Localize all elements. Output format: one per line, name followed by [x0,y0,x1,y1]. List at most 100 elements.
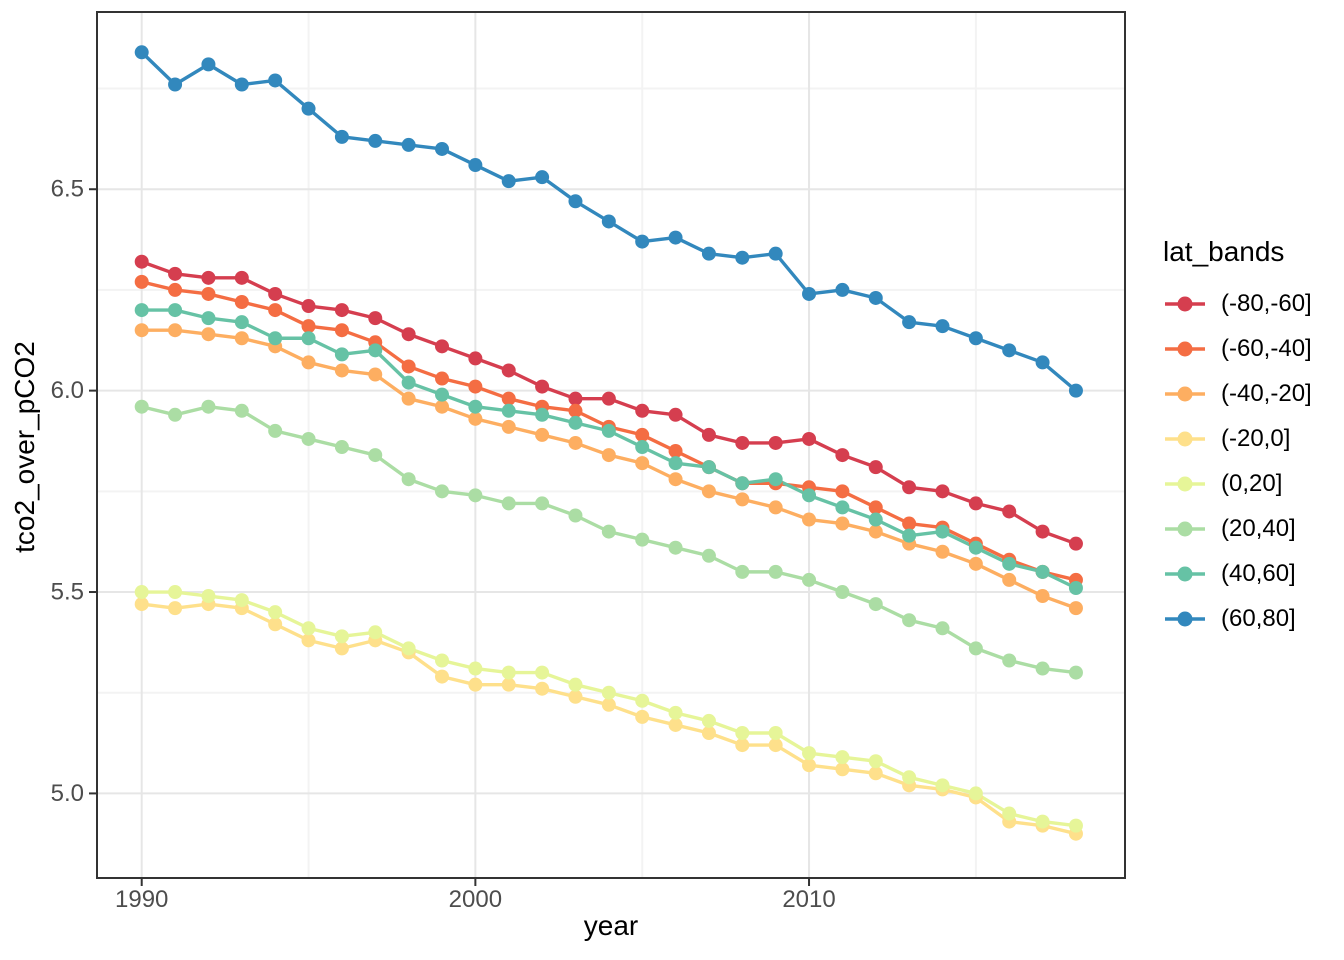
data-point-5 [134,399,149,414]
data-point-4 [1035,814,1050,829]
data-point-7 [301,101,316,116]
data-point-2 [301,355,316,370]
data-point-5 [835,585,850,600]
data-point-7 [601,214,616,229]
legend-entry-label: (-40,-20] [1221,379,1312,407]
data-point-7 [535,170,550,185]
data-point-0 [902,480,917,495]
data-point-0 [635,403,650,418]
data-point-5 [601,524,616,539]
data-point-3 [535,681,550,696]
y-axis-title: tco2_over_pCO2 [9,341,40,553]
data-point-3 [802,758,817,773]
data-point-0 [435,339,450,354]
data-point-3 [735,738,750,753]
data-point-3 [168,601,183,616]
legend-key-point [1177,296,1193,311]
data-point-6 [501,403,516,418]
legend-key-icon [1165,296,1205,311]
data-point-0 [802,431,817,446]
legend-entry-3: (-20,0] [1163,416,1312,461]
legend-key-point [1177,431,1193,446]
data-point-6 [535,407,550,422]
x-tick-label: 2010 [782,886,835,913]
data-point-5 [401,472,416,487]
data-point-1 [268,303,283,318]
data-point-2 [935,544,950,559]
data-point-2 [835,516,850,531]
data-point-2 [501,419,516,434]
data-point-7 [802,286,817,301]
data-point-4 [134,585,149,600]
data-point-1 [868,500,883,515]
data-point-7 [435,141,450,156]
data-point-6 [768,472,783,487]
data-point-1 [234,295,249,310]
data-point-0 [968,496,983,511]
data-point-2 [1068,601,1083,616]
legend-entry-label: (-80,-60] [1221,289,1312,317]
legend-entries: (-80,-60] (-60,-40] (-40,-20] (-20,0] (0,20]… [1163,281,1312,641]
data-point-6 [1002,556,1017,571]
data-point-6 [301,331,316,346]
data-point-5 [668,540,683,555]
legend-entry-1: (-60,-40] [1163,326,1312,371]
data-point-6 [134,303,149,318]
data-point-4 [902,770,917,785]
data-point-1 [501,391,516,406]
data-point-0 [1002,504,1017,519]
data-point-6 [468,399,483,414]
data-point-5 [1035,661,1050,676]
data-point-5 [201,399,216,414]
data-point-7 [134,45,149,60]
data-point-2 [535,427,550,442]
data-point-0 [568,391,583,406]
data-point-0 [701,427,716,442]
legend-key-icon [1165,476,1205,491]
data-point-2 [768,500,783,515]
data-point-4 [234,593,249,608]
data-point-1 [568,403,583,418]
data-point-6 [635,440,650,455]
data-point-4 [201,589,216,604]
panel-border [96,11,1126,879]
data-point-5 [535,496,550,511]
data-point-1 [168,282,183,297]
y-tick-label: 5.0 [51,780,84,807]
data-point-4 [835,750,850,765]
data-point-0 [501,363,516,378]
data-point-6 [435,387,450,402]
data-point-0 [668,407,683,422]
data-point-5 [1068,665,1083,680]
data-point-0 [401,327,416,342]
data-point-6 [701,460,716,475]
data-point-4 [535,665,550,680]
data-point-5 [701,548,716,563]
data-point-5 [635,532,650,547]
data-point-3 [635,709,650,724]
data-point-1 [134,274,149,289]
data-point-4 [668,705,683,720]
data-point-7 [735,250,750,265]
legend-entry-label: (60,80] [1221,604,1296,632]
data-point-4 [568,677,583,692]
legend-key-icon [1165,566,1205,581]
data-point-2 [601,448,616,463]
data-point-3 [568,689,583,704]
data-point-4 [701,713,716,728]
data-point-6 [234,315,249,330]
data-point-2 [802,512,817,527]
data-point-5 [768,564,783,579]
data-point-4 [802,746,817,761]
data-point-7 [201,57,216,72]
data-point-4 [968,786,983,801]
data-point-2 [968,556,983,571]
data-point-7 [334,129,349,144]
data-point-2 [701,484,716,499]
data-point-4 [301,621,316,636]
data-point-1 [468,379,483,394]
data-point-6 [268,331,283,346]
data-point-0 [1035,524,1050,539]
data-point-3 [501,677,516,692]
data-point-5 [435,484,450,499]
